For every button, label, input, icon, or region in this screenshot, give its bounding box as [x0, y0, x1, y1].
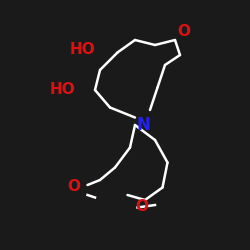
Text: HO: HO — [69, 42, 95, 58]
Text: O: O — [177, 24, 190, 39]
Text: HO: HO — [49, 82, 75, 98]
Text: O: O — [67, 179, 80, 194]
Text: O: O — [135, 199, 148, 214]
Text: N: N — [137, 116, 151, 134]
